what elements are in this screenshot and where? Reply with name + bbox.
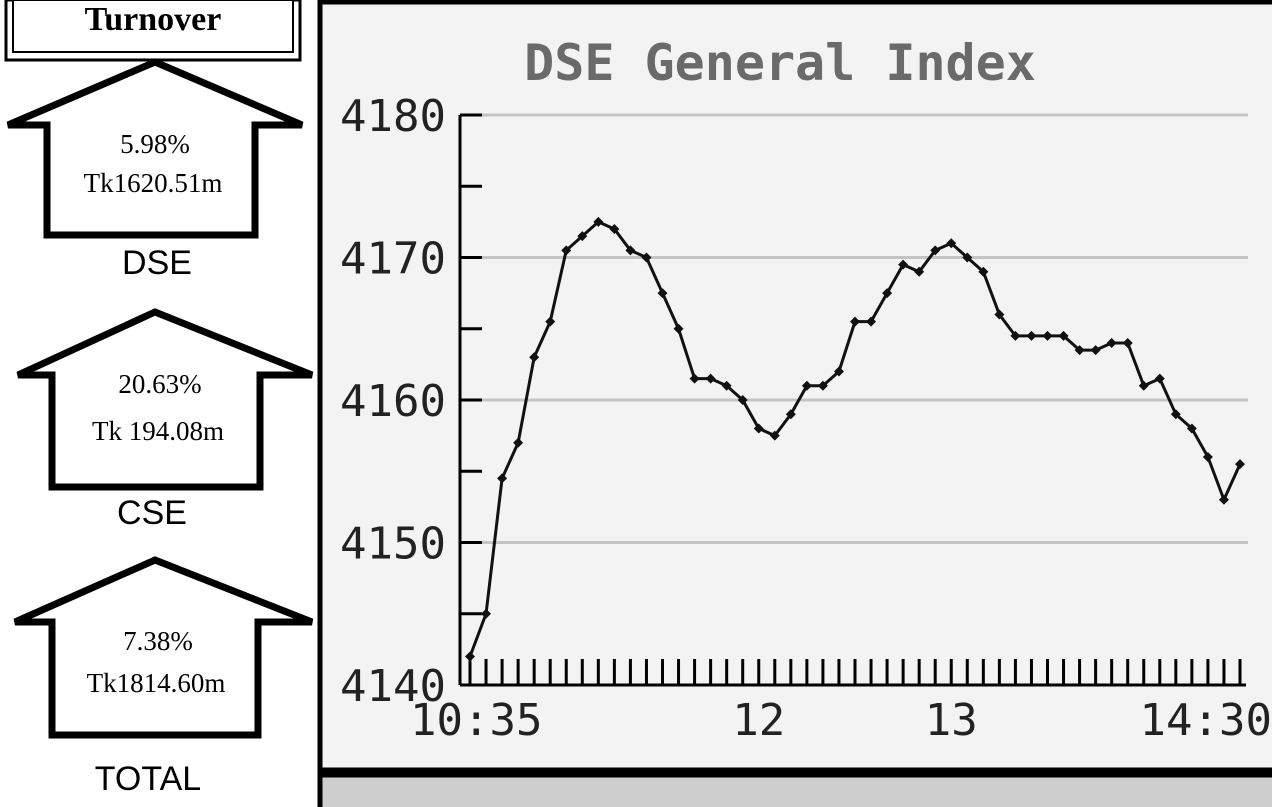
point-marker: [705, 373, 716, 384]
point-marker: [882, 288, 893, 299]
market-name: TOTAL: [95, 760, 201, 798]
plot: 4140 4150 4160 4170 4180 10:35 12 13 14:30: [340, 91, 1272, 746]
point-marker: [465, 651, 475, 662]
point-marker: [850, 316, 860, 327]
point-marker: [497, 473, 508, 484]
point-marker: [577, 231, 588, 242]
point-marker: [1122, 338, 1133, 348]
point-marker: [481, 608, 492, 619]
chart-panel: [317, 0, 1272, 773]
point-marker: [1218, 494, 1229, 505]
point-marker: [785, 409, 796, 420]
point-marker: [833, 366, 844, 377]
point-marker: [1235, 459, 1245, 470]
point-marker: [898, 259, 909, 270]
point-marker: [1026, 330, 1037, 341]
point-marker: [625, 245, 636, 256]
y-tick-label: 4160: [340, 376, 446, 427]
point-marker: [1042, 330, 1053, 341]
point-marker: [978, 266, 989, 277]
point-marker: [914, 266, 925, 277]
point-marker: [962, 252, 973, 263]
change: 20.63%: [118, 369, 201, 399]
point-marker: [1058, 330, 1069, 341]
change: 5.98%: [120, 129, 190, 159]
chart-title: DSE General Index: [524, 34, 1036, 92]
x-tick-label: 12: [732, 695, 785, 746]
point-marker: [593, 216, 604, 227]
point-marker: [1138, 380, 1149, 391]
amount: Tk1620.51m: [84, 168, 223, 198]
amount: Tk1814.60m: [87, 668, 226, 698]
point-marker: [545, 316, 556, 327]
point-marker: [609, 224, 620, 234]
point-marker: [737, 395, 748, 405]
change: 7.38%: [123, 626, 193, 656]
arrow-up: [13, 556, 314, 739]
title-box-inner: [12, 0, 294, 53]
point-marker: [1074, 345, 1085, 356]
y-tick-label: 4180: [340, 91, 446, 142]
point-marker: [1186, 423, 1197, 434]
point-marker: [673, 323, 684, 334]
market-name: DSE: [122, 244, 192, 282]
point-marker: [769, 430, 780, 441]
x-tick-label: 13: [925, 695, 978, 746]
point-marker: [817, 380, 828, 391]
point-marker: [930, 245, 941, 256]
point-marker: [721, 380, 732, 391]
point-marker: [657, 288, 668, 299]
amount: Tk 194.08m: [92, 416, 224, 446]
y-tick-label: 4150: [340, 519, 446, 570]
y-tick-label: 4140: [340, 661, 446, 712]
x-tick-label: 14:30: [1140, 695, 1272, 746]
point-marker: [946, 238, 957, 249]
point-marker: [561, 245, 572, 256]
point-marker: [994, 309, 1005, 320]
arrow-up: [16, 308, 314, 491]
point-marker: [1170, 409, 1181, 420]
point-marker: [1010, 330, 1021, 341]
x-tick-label: 10:35: [410, 695, 542, 746]
turnover-title: Turnover: [85, 1, 222, 38]
arrow-up: [6, 58, 304, 239]
point-marker: [753, 423, 764, 434]
point-marker: [1202, 452, 1213, 462]
point-marker: [529, 352, 540, 363]
market-name: CSE: [117, 494, 187, 532]
point-marker: [1090, 345, 1101, 356]
point-marker: [1154, 373, 1165, 384]
point-marker: [689, 373, 700, 384]
point-marker: [866, 316, 877, 327]
point-marker: [801, 380, 812, 391]
bottom-panel: [317, 772, 1272, 807]
point-marker: [1106, 338, 1117, 348]
point-marker: [513, 437, 524, 448]
y-tick-label: 4170: [340, 234, 446, 285]
point-marker: [641, 252, 652, 263]
